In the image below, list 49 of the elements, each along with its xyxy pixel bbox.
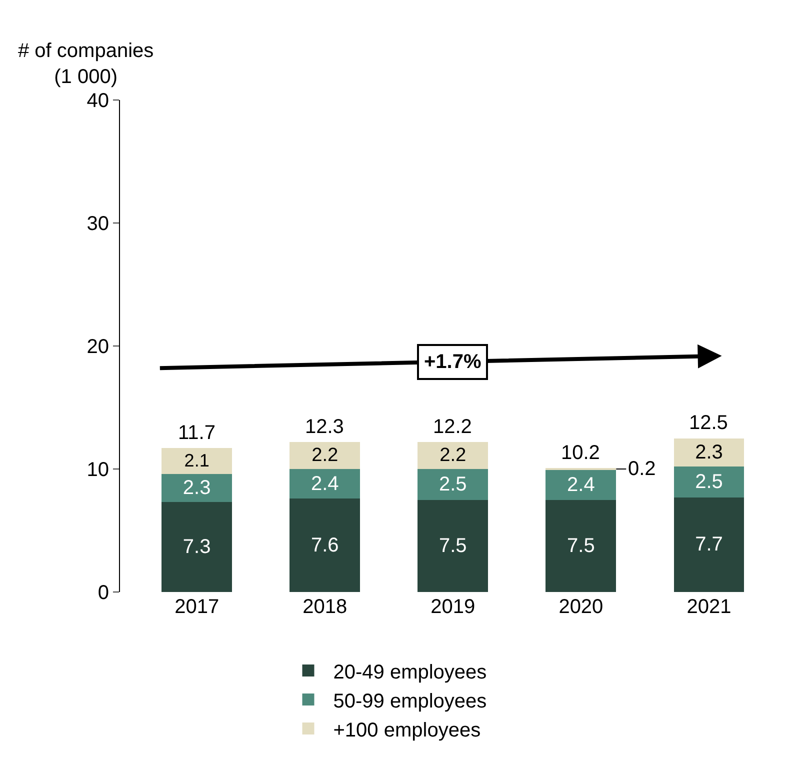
data-label: 2.4: [310, 472, 339, 495]
annotation: +1.7%: [424, 351, 482, 373]
bar: [674, 497, 744, 592]
total-label: 11.7: [178, 422, 216, 444]
y-tick-label: 10: [86, 459, 109, 481]
data-label: 2.2: [440, 445, 466, 466]
total-label: 12.3: [305, 416, 344, 438]
x-tick-label: 2018: [302, 596, 348, 618]
total-label: 12.2: [433, 416, 472, 438]
x-tick-label: 2019: [430, 596, 476, 618]
y-tick-label: 40: [86, 90, 109, 112]
bar: [674, 438, 744, 467]
bar: [546, 500, 616, 592]
data-label: 7.5: [567, 534, 595, 557]
data-label: 2.5: [695, 470, 723, 493]
data-label: 2.2: [312, 445, 338, 466]
y-tick-label: 20: [86, 336, 109, 358]
bar: [162, 474, 232, 502]
data-label: 7.3: [182, 536, 211, 558]
legend-label: +100 employees: [333, 719, 481, 742]
legend-label: 20-49 employees: [333, 661, 487, 684]
bar: [290, 442, 360, 469]
legend-label: 50-99 employees: [333, 690, 487, 712]
bar: [290, 498, 360, 592]
data-label: 2.4: [567, 474, 595, 496]
bar: [418, 500, 488, 592]
bar: [674, 466, 744, 498]
x-tick-label: 2020: [558, 596, 604, 618]
data-label: 7.7: [695, 534, 723, 556]
data-label: 2.5: [438, 473, 467, 496]
x-tick-label: 2017: [174, 596, 220, 618]
total-label: 12.5: [689, 412, 728, 434]
x-tick-label: 2021: [686, 596, 732, 618]
data-label: 7.6: [310, 534, 339, 556]
data-label: 2.1: [184, 450, 210, 470]
y-tick-label: 0: [98, 582, 109, 604]
data-label: 2.3: [695, 441, 723, 464]
total-label: 10.2: [561, 442, 600, 464]
bar: [162, 448, 232, 474]
bar: [162, 502, 232, 592]
y-tick-label: 30: [86, 213, 109, 235]
bar: [418, 469, 488, 500]
bar: [290, 469, 360, 499]
data-label: 0.2: [628, 458, 656, 480]
data-label: 2.3: [182, 477, 211, 500]
y-axis-title: # of companies (1 000): [18, 40, 154, 88]
bar: [546, 470, 616, 500]
data-label: 7.5: [438, 534, 467, 557]
bar: [418, 442, 488, 469]
